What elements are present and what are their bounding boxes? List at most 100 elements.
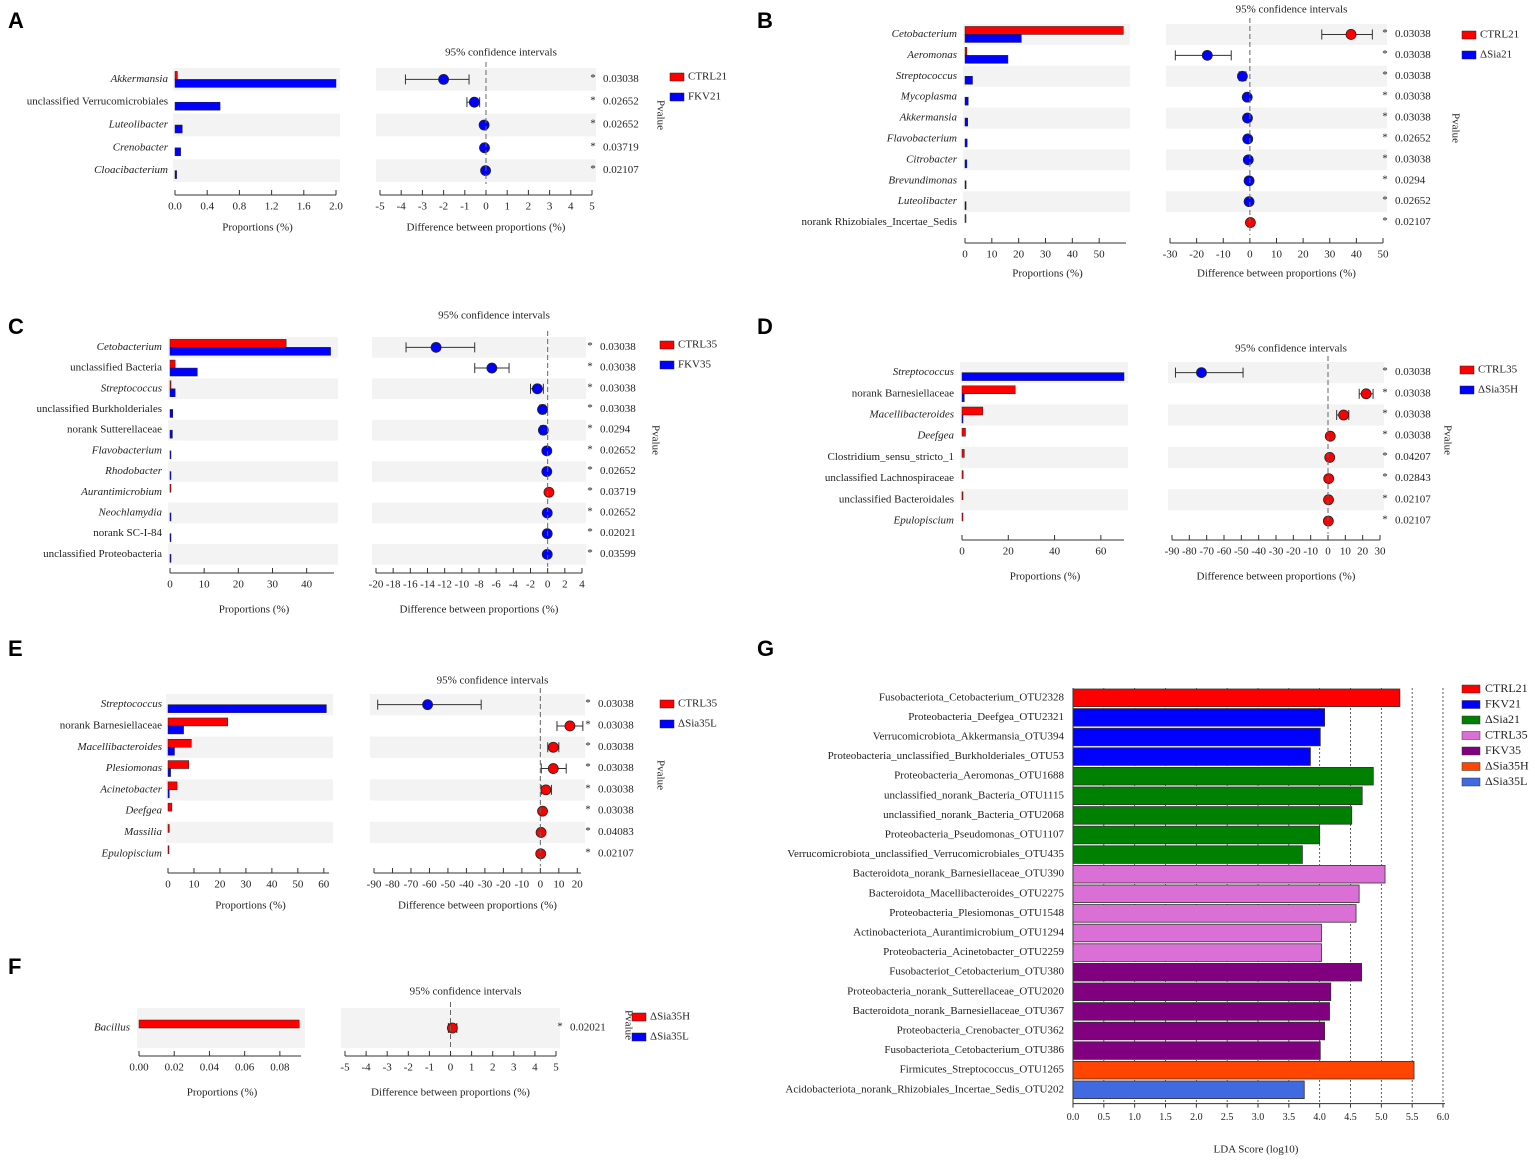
row-stripe	[1168, 362, 1384, 384]
taxon-label: unclassified Bacteria	[70, 362, 162, 374]
lda-bar	[1072, 1061, 1415, 1080]
table-row: Bacillus * 0.02021	[94, 1008, 606, 1048]
significance-star: *	[587, 381, 593, 393]
diff-point	[537, 424, 549, 436]
lda-bar	[1072, 865, 1386, 884]
row-stripe	[963, 191, 1130, 213]
p-value: 0.03038	[1395, 70, 1431, 82]
bar-group1	[167, 845, 170, 854]
diff-point	[479, 142, 490, 154]
tick-label: -80	[1182, 546, 1197, 558]
tick-label: 50	[292, 879, 304, 891]
significance-star: *	[1382, 27, 1388, 39]
table-row: Citrobacter * 0.03038	[906, 149, 1431, 171]
legend-swatch	[631, 1012, 647, 1022]
diff-point	[1243, 175, 1255, 187]
significance-star: *	[590, 95, 596, 107]
p-value: 0.03038	[1395, 112, 1431, 124]
row-stripe	[166, 779, 333, 801]
bar-group2	[964, 76, 973, 85]
x-axis-label: Difference between proportions (%)	[400, 604, 559, 616]
pvalue-axis-label: Pvalue	[654, 760, 666, 790]
significance-star: *	[1382, 514, 1388, 526]
bar-group1	[167, 824, 170, 833]
legend-swatch	[631, 1032, 647, 1042]
taxon-label: Citrobacter	[906, 153, 958, 165]
tick-label: -50	[1234, 546, 1249, 558]
tick-label: -90	[367, 879, 382, 891]
tick-label: 30	[267, 579, 279, 591]
significance-star: *	[1382, 48, 1388, 60]
significance-star: *	[1382, 215, 1388, 227]
taxon-label: Akkermansia	[899, 112, 958, 124]
tick-label: -18	[386, 579, 401, 591]
bar-group1	[961, 449, 965, 458]
bar-group1	[174, 71, 178, 80]
significance-star: *	[1382, 492, 1388, 504]
tick-label: 30	[1324, 249, 1336, 261]
row-stripe	[963, 107, 1130, 129]
p-value: 0.03719	[603, 141, 639, 153]
table-row: unclassified Burkholderiales * 0.03038	[36, 402, 636, 418]
p-value: 0.02107	[603, 164, 639, 176]
x-axis-label: Proportions (%)	[187, 1087, 258, 1099]
diff-point	[1241, 91, 1253, 103]
diff-point	[541, 445, 553, 457]
significance-star: *	[587, 402, 593, 414]
tick-label: -40	[1251, 546, 1266, 558]
legend-label: ΔSia35L	[650, 1031, 689, 1043]
tick-label: 0.06	[235, 1062, 255, 1074]
bar-group1	[961, 512, 964, 522]
tick-label: 20	[214, 879, 226, 891]
table-row: Epulopiscium * 0.02107	[101, 845, 634, 859]
bar-group1	[961, 406, 984, 416]
legend-swatch	[1461, 777, 1481, 787]
table-row: Brevundimonas * 0.0294	[888, 173, 1426, 189]
significance-star: *	[585, 718, 591, 730]
taxon-label: norank SC-I-84	[93, 527, 162, 539]
taxon-label: Massilia	[123, 826, 162, 838]
tick-label: 0.5	[1098, 1112, 1111, 1123]
row-stripe	[960, 489, 1128, 511]
tick-label: 1	[504, 201, 510, 213]
bar-group2	[174, 124, 183, 134]
lda-row: unclassified_norank_Bacteria_OTU1115	[884, 786, 1363, 806]
tick-label: 2.0	[1190, 1112, 1203, 1123]
significance-star: *	[585, 846, 591, 858]
lda-label: Fusobacteriota_Cetobacterium_OTU386	[884, 1044, 1064, 1056]
tick-label: 10	[1271, 249, 1283, 261]
table-row: Aurantimicrobium * 0.03719	[80, 484, 636, 498]
x-axis-label: Proportions (%)	[219, 604, 290, 616]
lda-label: Verrucomicrobiota_unclassified_Verrucomi…	[787, 848, 1064, 860]
significance-star: *	[590, 140, 596, 152]
row-stripe	[372, 544, 586, 565]
diff-point	[1323, 473, 1335, 485]
x-axis-label: Proportions (%)	[222, 222, 293, 234]
significance-star: *	[1382, 471, 1388, 483]
p-value: 0.04083	[598, 826, 634, 838]
significance-star: *	[590, 163, 596, 175]
significance-star: *	[1382, 194, 1388, 206]
lda-row: Bacteroidota_norank_Barnesiellaceae_OTU3…	[853, 1002, 1330, 1021]
lda-label: Proteobacteria_Plesiomonas_OTU1548	[889, 907, 1064, 919]
p-value: 0.03038	[1395, 91, 1431, 103]
p-value: 0.0294	[600, 424, 631, 436]
tick-label: 1.5	[1159, 1112, 1172, 1123]
legend-swatch	[659, 360, 675, 370]
tick-label: 40	[1049, 546, 1061, 558]
significance-star: *	[587, 423, 593, 435]
tick-label: 0	[962, 249, 968, 261]
table-row: norank Barnesiellaceae * 0.03038	[852, 385, 1431, 403]
table-row: Cetobacterium * 0.03038	[97, 337, 636, 358]
chart-title: 95% confidence intervals	[1235, 343, 1347, 355]
legend-label: ΔSia35H	[1478, 384, 1518, 396]
tick-label: 20	[1003, 546, 1015, 558]
chart-title: 95% confidence intervals	[1236, 4, 1348, 16]
row-stripe	[173, 159, 340, 182]
tick-label: -2	[439, 201, 448, 213]
bar-group2	[964, 96, 969, 106]
taxon-label: Streptococcus	[101, 382, 162, 394]
p-value: 0.03038	[598, 698, 634, 710]
